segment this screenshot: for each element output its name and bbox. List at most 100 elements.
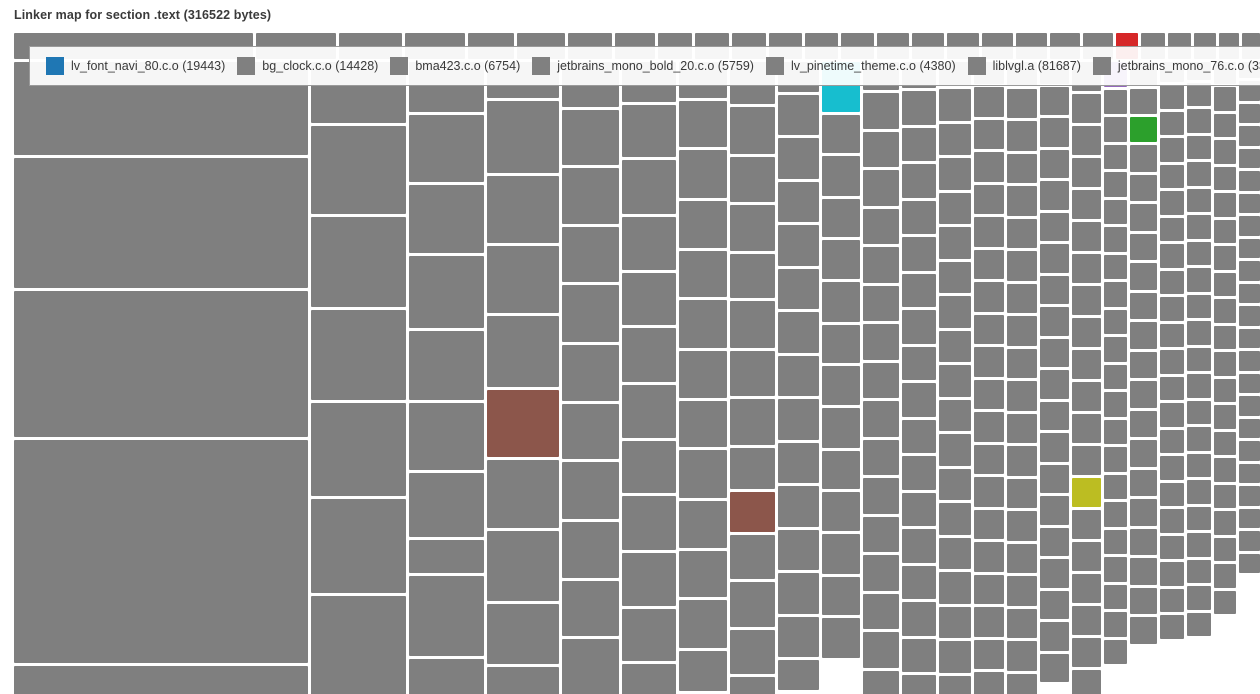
treemap-cell[interactable] xyxy=(487,316,559,387)
treemap-cell[interactable] xyxy=(1187,83,1211,106)
treemap-cell[interactable] xyxy=(902,420,936,453)
treemap-cell[interactable] xyxy=(1130,263,1157,290)
treemap-cell[interactable] xyxy=(974,315,1004,344)
treemap-cell[interactable] xyxy=(730,107,775,154)
treemap-cell[interactable] xyxy=(622,385,676,438)
treemap-cell[interactable] xyxy=(1072,382,1101,411)
treemap-cell[interactable] xyxy=(1160,165,1184,188)
treemap-cell[interactable] xyxy=(822,366,860,405)
treemap-cell[interactable] xyxy=(1104,200,1127,224)
treemap-cell[interactable] xyxy=(863,478,899,514)
treemap-cell[interactable] xyxy=(487,460,559,528)
treemap-cell[interactable] xyxy=(1007,89,1037,118)
treemap-cell[interactable] xyxy=(1214,193,1236,217)
treemap-cell[interactable] xyxy=(1072,126,1101,155)
treemap-cell[interactable] xyxy=(1239,306,1260,326)
treemap-cell[interactable] xyxy=(863,93,899,129)
treemap-cell[interactable] xyxy=(939,641,971,673)
treemap-cell[interactable] xyxy=(863,440,899,475)
treemap-cell[interactable] xyxy=(1072,638,1101,667)
treemap-cell[interactable] xyxy=(409,185,484,253)
treemap-cell[interactable] xyxy=(1072,670,1101,694)
treemap-cell[interactable] xyxy=(622,105,676,157)
treemap-cell[interactable] xyxy=(939,365,971,397)
treemap-cell[interactable] xyxy=(863,170,899,206)
treemap-cell[interactable] xyxy=(622,160,676,214)
treemap-cell[interactable] xyxy=(1130,617,1157,644)
treemap-cell[interactable] xyxy=(679,651,727,691)
treemap-cell[interactable] xyxy=(622,609,676,661)
treemap-cell[interactable] xyxy=(1239,171,1260,191)
treemap-cell[interactable] xyxy=(974,607,1004,637)
treemap-cell[interactable] xyxy=(1104,255,1127,279)
treemap-cell[interactable] xyxy=(974,672,1004,694)
treemap-cell[interactable] xyxy=(1040,528,1069,556)
treemap-cell[interactable] xyxy=(1104,282,1127,307)
treemap-cell[interactable] xyxy=(409,659,484,694)
treemap-cell[interactable] xyxy=(1187,586,1211,610)
treemap-cell[interactable] xyxy=(1007,479,1037,508)
treemap-cell[interactable] xyxy=(1072,606,1101,635)
treemap-cell[interactable] xyxy=(902,456,936,490)
treemap-cell[interactable] xyxy=(1130,588,1157,614)
treemap-cell[interactable] xyxy=(1040,150,1069,178)
treemap-cell[interactable] xyxy=(409,115,484,182)
treemap-cell[interactable] xyxy=(1104,447,1127,472)
treemap-cell[interactable] xyxy=(1160,244,1184,268)
treemap-cell[interactable] xyxy=(1239,464,1260,483)
treemap-cell[interactable] xyxy=(1160,562,1184,586)
treemap-cell[interactable] xyxy=(863,209,899,244)
treemap-cell[interactable] xyxy=(409,473,484,537)
treemap-cell[interactable] xyxy=(1239,329,1260,348)
treemap-cell[interactable] xyxy=(622,664,676,694)
treemap-cell[interactable] xyxy=(939,538,971,569)
treemap-cell[interactable] xyxy=(562,110,619,165)
treemap-cell[interactable] xyxy=(1214,326,1236,349)
treemap-cell[interactable] xyxy=(939,296,971,328)
treemap-cell[interactable] xyxy=(1104,117,1127,142)
treemap-cell[interactable] xyxy=(1187,162,1211,186)
treemap-cell[interactable] xyxy=(1072,318,1101,347)
treemap-cell[interactable] xyxy=(679,351,727,398)
treemap-cell[interactable] xyxy=(1214,352,1236,376)
treemap-cell[interactable] xyxy=(1187,560,1211,583)
treemap-cell[interactable] xyxy=(311,217,406,307)
treemap-cell[interactable] xyxy=(622,496,676,550)
treemap-cell[interactable] xyxy=(562,522,619,578)
treemap-cell[interactable] xyxy=(730,301,775,348)
treemap-cell[interactable] xyxy=(1214,246,1236,270)
treemap-cell[interactable] xyxy=(1007,154,1037,183)
treemap-cell[interactable] xyxy=(822,240,860,279)
treemap-cell[interactable] xyxy=(939,503,971,535)
treemap-cell[interactable] xyxy=(1007,349,1037,378)
treemap-cell[interactable] xyxy=(1072,286,1101,315)
treemap-cell[interactable] xyxy=(1040,118,1069,147)
treemap-cell[interactable] xyxy=(1160,589,1184,612)
treemap-cell[interactable] xyxy=(1040,591,1069,619)
treemap-cell[interactable] xyxy=(778,182,819,222)
treemap-cell[interactable] xyxy=(1130,440,1157,467)
treemap-cell[interactable] xyxy=(1214,538,1236,561)
treemap-cell[interactable] xyxy=(679,600,727,648)
treemap-cell[interactable] xyxy=(562,404,619,459)
treemap-cell[interactable] xyxy=(974,542,1004,572)
treemap-cell[interactable] xyxy=(1187,136,1211,159)
treemap-cell[interactable] xyxy=(1214,458,1236,482)
treemap-cell[interactable] xyxy=(1072,94,1101,123)
treemap-cell[interactable] xyxy=(1160,297,1184,321)
treemap-cell[interactable] xyxy=(1187,109,1211,133)
treemap-cell[interactable] xyxy=(487,176,559,243)
treemap-cell[interactable] xyxy=(1040,465,1069,493)
treemap-cell[interactable] xyxy=(1239,261,1260,281)
treemap-cell[interactable] xyxy=(1007,576,1037,606)
treemap-cell[interactable] xyxy=(1007,609,1037,638)
treemap-cell[interactable] xyxy=(409,331,484,400)
treemap-cell[interactable] xyxy=(679,101,727,147)
treemap-cell[interactable] xyxy=(730,492,775,532)
treemap-cell[interactable] xyxy=(487,390,559,457)
treemap-cell[interactable] xyxy=(311,310,406,400)
treemap-cell[interactable] xyxy=(974,250,1004,279)
treemap-cell[interactable] xyxy=(778,660,819,690)
treemap-cell[interactable] xyxy=(1072,446,1101,475)
treemap-cell[interactable] xyxy=(1130,411,1157,437)
